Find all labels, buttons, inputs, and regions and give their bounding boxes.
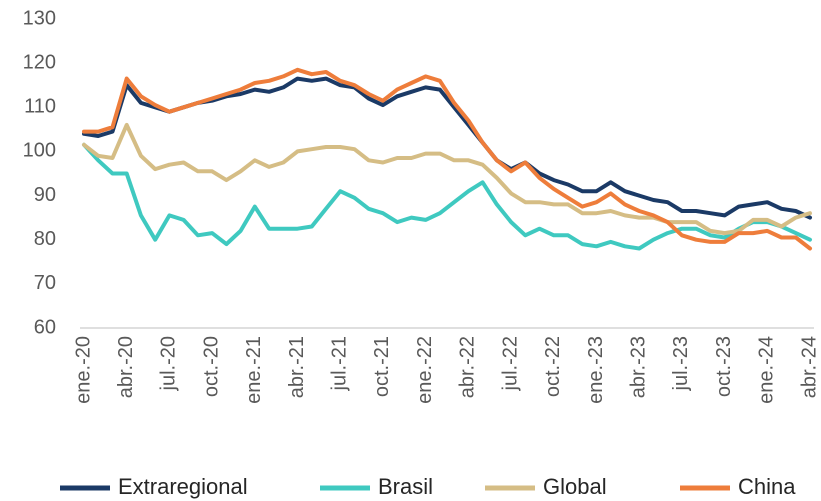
x-tick-label: ene.-21 [243,336,265,404]
x-tick-label: ene.-22 [414,336,436,404]
x-tick-label: oct.-23 [713,336,735,397]
x-tick-label: abr.-23 [627,336,649,398]
legend-label: Brasil [378,474,433,499]
y-tick-label: 70 [34,272,56,294]
x-tick-label: ene.-20 [72,336,94,404]
x-tick-label: jul.-20 [158,336,180,391]
x-tick-label: abr.-24 [798,336,820,398]
y-tick-label: 120 [23,51,56,73]
x-tick-label: abr.-21 [286,336,308,398]
y-tick-label: 60 [34,316,56,338]
x-tick-label: jul.-21 [329,336,351,391]
series-line [82,76,812,220]
x-tick-label: oct.-20 [200,336,222,397]
y-tick-label: 80 [34,228,56,250]
x-tick-label: abr.-20 [115,336,137,398]
legend-label: Extraregional [118,474,248,499]
legend-label: China [738,474,796,499]
y-tick-label: 100 [23,140,56,162]
y-tick-label: 110 [24,96,56,118]
legend-label: Global [543,474,607,499]
series-line [82,67,812,251]
x-tick-label: abr.-22 [457,336,479,398]
x-tick-label: jul.-22 [499,336,521,391]
x-tick-label: oct.-22 [542,336,564,397]
x-tick-label: oct.-21 [371,336,393,397]
series-line [82,142,812,251]
x-tick-label: ene.-23 [585,336,607,404]
x-tick-label: ene.-24 [756,336,778,404]
x-tick-label: jul.-23 [670,336,692,391]
y-tick-label: 90 [34,184,56,206]
y-tick-label: 130 [23,7,56,29]
series-line [82,122,812,236]
